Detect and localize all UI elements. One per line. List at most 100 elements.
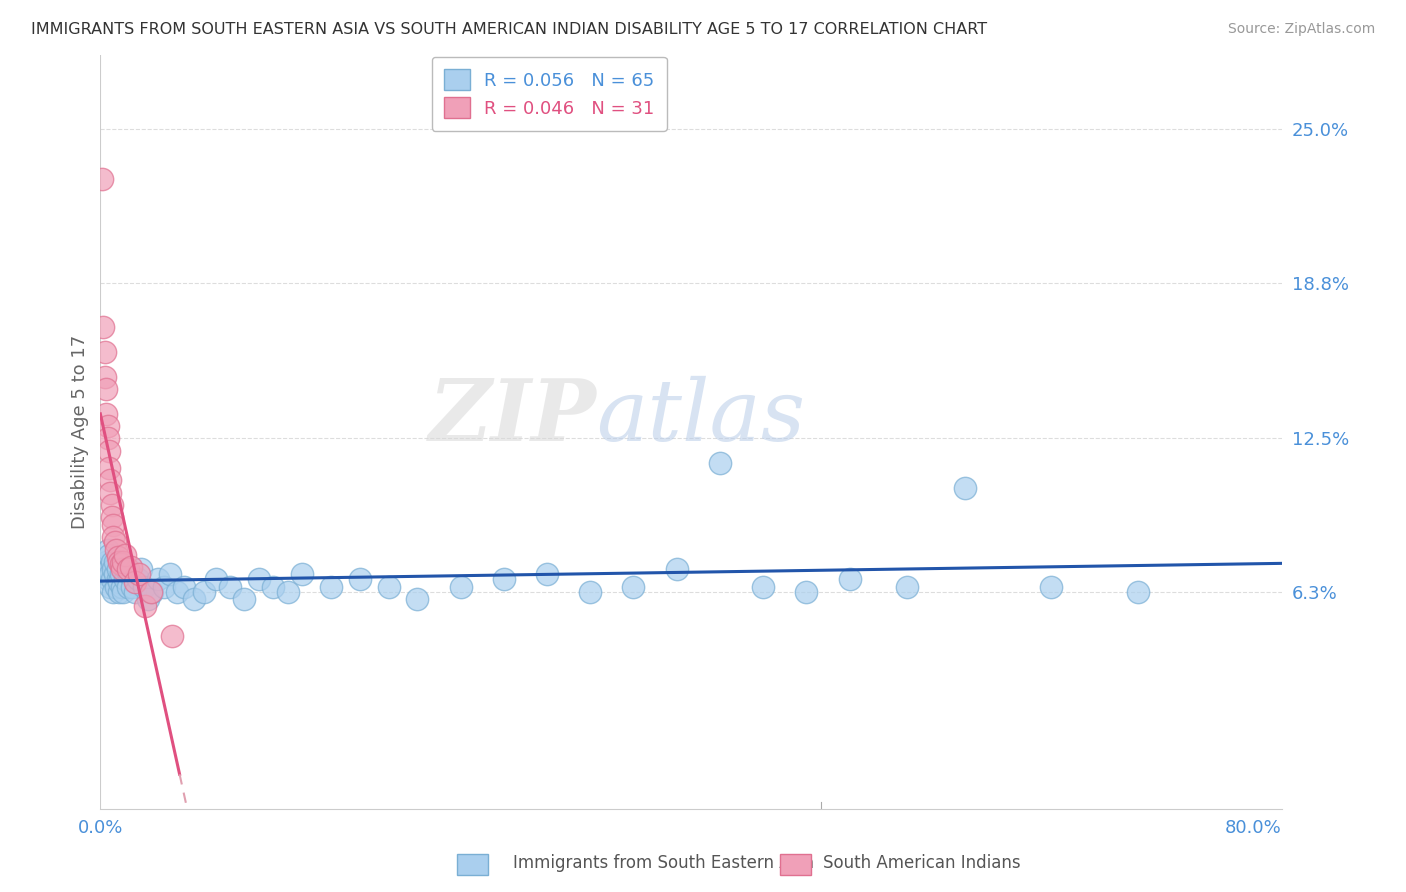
Point [94,555,117,569]
Point [108,574,131,589]
Point [193,584,215,599]
Point [896,580,918,594]
Point [233,592,256,607]
Point [139,584,162,599]
Point [93,567,115,582]
Point [104,555,127,569]
Point [406,592,429,607]
Point [128,567,150,582]
Point [117,562,139,576]
Point [709,456,731,470]
Text: ZIP: ZIP [429,376,596,458]
Point [1040,580,1063,594]
Point [105,580,128,594]
Point [93,369,115,384]
Point [124,584,146,599]
Point [450,580,472,594]
Point [1126,584,1149,599]
Point [796,584,818,599]
Point [96,419,118,434]
Point [247,572,270,586]
Point [103,530,125,544]
Point [120,560,142,574]
Point [111,580,134,594]
Point [104,567,127,582]
Point [94,382,117,396]
Point [204,572,226,586]
Point [110,558,132,572]
Text: IMMIGRANTS FROM SOUTH EASTERN ASIA VS SOUTH AMERICAN INDIAN DISABILITY AGE 5 TO : IMMIGRANTS FROM SOUTH EASTERN ASIA VS SO… [31,22,987,37]
Point [129,562,152,576]
Legend: R = 0.056   N = 65, R = 0.046   N = 31: R = 0.056 N = 65, R = 0.046 N = 31 [432,56,666,131]
Point [115,562,138,576]
Point [100,485,122,500]
Point [752,580,775,594]
Text: Source: ZipAtlas.com: Source: ZipAtlas.com [1227,22,1375,37]
Point [134,599,156,614]
Point [121,580,143,594]
Point [132,580,155,594]
Point [100,567,122,582]
Point [291,567,314,582]
Point [98,548,121,562]
Point [141,584,163,599]
Point [277,584,299,599]
Point [96,542,118,557]
Point [162,629,184,643]
Point [103,562,125,576]
Point [953,481,976,495]
Point [112,584,135,599]
Point [492,572,515,586]
Point [90,171,112,186]
Point [349,572,371,586]
Point [262,580,284,594]
Point [101,555,124,569]
Point [146,572,169,586]
Point [100,580,122,594]
Point [319,580,342,594]
Y-axis label: Disability Age 5 to 17: Disability Age 5 to 17 [72,335,89,529]
Point [377,580,399,594]
Text: Immigrants from South Eastern Asia: Immigrants from South Eastern Asia [513,855,814,872]
Point [103,584,125,599]
Point [838,572,860,586]
Point [98,461,121,475]
Point [107,562,129,576]
Point [152,580,174,594]
Point [108,555,131,569]
Point [91,320,114,334]
Point [114,572,136,586]
Point [107,572,129,586]
Point [98,443,121,458]
Point [173,580,195,594]
Point [579,584,602,599]
Point [665,562,688,576]
Point [112,555,135,569]
Point [93,344,115,359]
Point [101,498,124,512]
Point [219,580,242,594]
Point [108,584,131,599]
Point [536,567,558,582]
Point [118,567,141,582]
Point [98,562,121,576]
Point [159,567,181,582]
Point [111,562,134,576]
Point [117,580,139,594]
Point [114,548,136,562]
Point [104,535,127,549]
Text: atlas: atlas [596,376,806,458]
Point [105,542,128,557]
Point [103,517,125,532]
Point [100,474,122,488]
Point [101,510,124,524]
Point [107,549,129,564]
Point [127,572,149,586]
Point [96,572,118,586]
Point [96,431,118,445]
Point [166,584,188,599]
Point [101,572,124,586]
Point [183,592,205,607]
Point [136,592,159,607]
Point [94,407,117,421]
